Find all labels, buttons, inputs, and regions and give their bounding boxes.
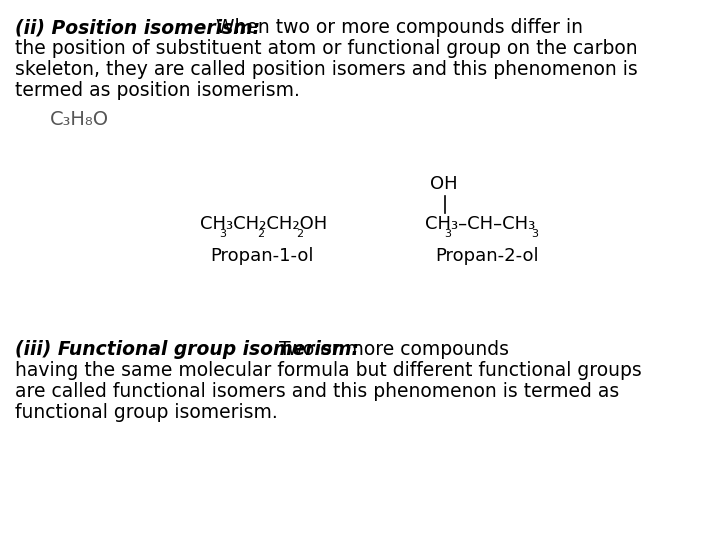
Text: 3: 3	[219, 229, 226, 239]
Text: the position of substituent atom or functional group on the carbon: the position of substituent atom or func…	[15, 39, 638, 58]
Text: 2: 2	[296, 229, 303, 239]
Text: C₃H₈O: C₃H₈O	[50, 110, 109, 129]
Text: When two or more compounds differ in: When two or more compounds differ in	[210, 18, 583, 37]
Text: are called functional isomers and this phenomenon is termed as: are called functional isomers and this p…	[15, 382, 619, 401]
Text: Propan-2-ol: Propan-2-ol	[435, 247, 539, 265]
Text: (ii) Position isomerism:: (ii) Position isomerism:	[15, 18, 260, 37]
Text: 3: 3	[444, 229, 451, 239]
Text: having the same molecular formula but different functional groups: having the same molecular formula but di…	[15, 361, 642, 380]
Text: CH₃CH₂CH₂OH: CH₃CH₂CH₂OH	[200, 215, 328, 233]
Text: termed as position isomerism.: termed as position isomerism.	[15, 81, 300, 100]
Text: OH: OH	[430, 175, 458, 193]
Text: Two or more compounds: Two or more compounds	[273, 340, 509, 359]
Text: 2: 2	[257, 229, 264, 239]
Text: skeleton, they are called position isomers and this phenomenon is: skeleton, they are called position isome…	[15, 60, 638, 79]
Text: functional group isomerism.: functional group isomerism.	[15, 403, 278, 422]
Text: Propan-1-ol: Propan-1-ol	[210, 247, 313, 265]
Text: CH₃–CH–CH₃: CH₃–CH–CH₃	[425, 215, 535, 233]
Text: 3: 3	[531, 229, 538, 239]
Text: (iii) Functional group isomerism:: (iii) Functional group isomerism:	[15, 340, 359, 359]
